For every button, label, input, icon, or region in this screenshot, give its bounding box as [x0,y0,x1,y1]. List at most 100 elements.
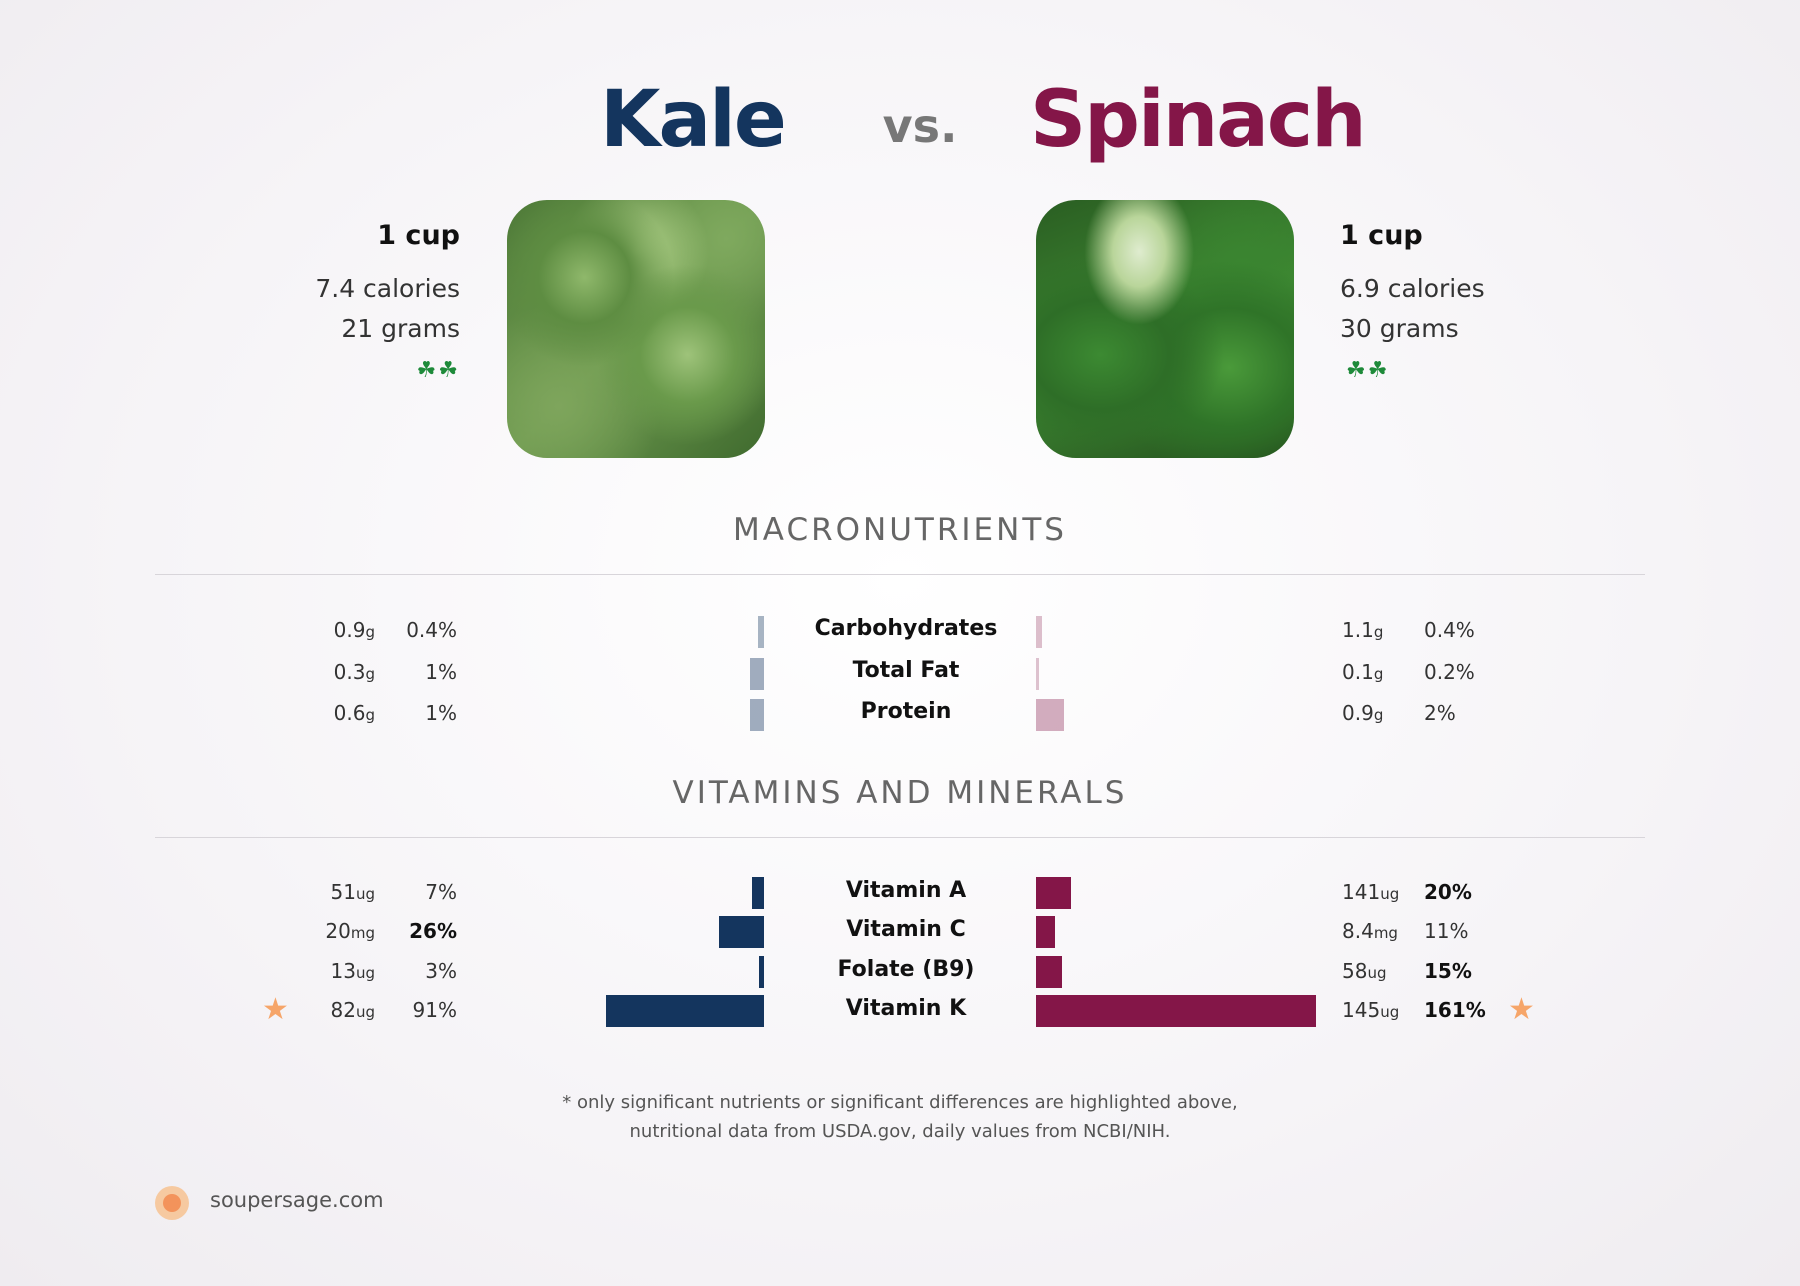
right-amount-unit: g [1373,623,1384,641]
right-amount-value: 145 [1342,998,1381,1022]
left-percent: 0.4% [406,618,457,642]
right-amount: 0.1g [1342,660,1442,684]
soupersage-logo-inner-icon [163,1194,181,1212]
left-percent: 1% [425,701,457,725]
left-amount-value: 0.9 [333,618,366,642]
right-amount: 1.1g [1342,618,1442,642]
left-bar [750,658,764,690]
vitamins-title: VITAMINS AND MINERALS [672,775,1128,811]
left-amount-unit: ug [355,885,375,903]
spinach-photo [1036,200,1294,458]
left-amount-unit: mg [350,924,375,942]
left-amount: 0.9g [290,618,375,642]
right-percent: 2% [1424,701,1456,725]
right-bar [1036,956,1062,988]
right-vegan-leaf-icon: ☘☘ [1346,358,1390,383]
right-amount-value: 0.9 [1342,701,1374,725]
right-amount-unit: ug [1380,1003,1400,1021]
left-grams: 21 grams [341,314,460,343]
left-amount-value: 82 [330,998,356,1022]
left-bar [758,616,764,648]
right-percent: 161% [1424,998,1486,1022]
vs-label: vs. [882,99,958,153]
macronutrients-divider [155,574,1645,575]
macronutrients-title: MACRONUTRIENTS [733,512,1067,548]
right-amount-value: 1.1 [1342,618,1374,642]
right-amount: 145ug [1342,998,1442,1022]
right-food-title: Spinach [1030,75,1367,165]
right-star-icon: ★ [1508,992,1535,1027]
left-amount: 13ug [290,959,375,983]
right-amount-value: 58 [1342,959,1368,983]
right-amount: 8.4mg [1342,919,1442,943]
left-bar [759,956,764,988]
right-percent: 0.2% [1424,660,1475,684]
right-percent: 11% [1424,919,1469,943]
left-percent: 7% [425,880,457,904]
left-amount-value: 13 [330,959,356,983]
left-vegan-leaf-icon: ☘☘ [416,358,460,383]
right-amount-unit: g [1373,665,1384,683]
left-star-icon: ★ [262,992,289,1027]
nutrient-label: Protein [860,699,952,724]
left-food-title: Kale [600,75,787,165]
right-grams: 30 grams [1340,314,1459,343]
left-amount-value: 51 [330,880,356,904]
left-amount-value: 0.6 [333,701,366,725]
right-percent: 20% [1424,880,1472,904]
right-bar [1036,916,1055,948]
right-amount-value: 8.4 [1342,919,1374,943]
left-percent: 3% [425,959,457,983]
left-bar [606,995,764,1027]
right-bar [1036,877,1071,909]
right-amount-value: 0.1 [1342,660,1374,684]
left-amount: 20mg [290,919,375,943]
right-amount-unit: ug [1367,964,1387,982]
site-link[interactable]: soupersage.com [210,1188,384,1212]
right-bar [1036,616,1042,648]
right-percent: 15% [1424,959,1472,983]
right-amount: 0.9g [1342,701,1442,725]
nutrient-label: Vitamin K [845,996,967,1021]
right-percent: 0.4% [1424,618,1475,642]
footnote-line-2: nutritional data from USDA.gov, daily va… [629,1121,1171,1142]
right-amount-value: 141 [1342,880,1381,904]
left-serving: 1 cup [377,220,460,251]
left-amount-unit: g [365,706,375,724]
left-bar [752,877,764,909]
right-bar [1036,699,1064,731]
left-amount: 0.3g [290,660,375,684]
right-bar [1036,995,1316,1027]
nutrient-label: Vitamin A [845,878,967,903]
right-bar [1036,658,1039,690]
left-amount-unit: g [365,665,375,683]
left-calories: 7.4 calories [315,274,460,303]
left-amount: 0.6g [290,701,375,725]
right-amount-unit: mg [1373,924,1398,942]
footnote-line-1: * only significant nutrients or signific… [562,1092,1238,1113]
nutrient-label: Vitamin C [846,917,966,942]
nutrient-label: Total Fat [852,658,960,683]
left-amount-unit: g [365,623,375,641]
left-percent: 1% [425,660,457,684]
left-amount-value: 0.3 [333,660,366,684]
right-amount: 141ug [1342,880,1442,904]
right-amount: 58ug [1342,959,1442,983]
right-amount-unit: ug [1380,885,1400,903]
nutrient-label: Carbohydrates [814,616,998,641]
left-amount: 82ug [290,998,375,1022]
right-serving: 1 cup [1340,220,1423,251]
left-bar [719,916,764,948]
nutrient-label: Folate (B9) [837,957,975,982]
right-calories: 6.9 calories [1340,274,1485,303]
left-percent: 91% [412,998,457,1022]
left-amount-unit: ug [355,1003,375,1021]
vitamins-divider [155,837,1645,838]
right-amount-unit: g [1373,706,1384,724]
left-amount: 51ug [290,880,375,904]
left-bar [750,699,764,731]
left-amount-unit: ug [355,964,375,982]
kale-photo [507,200,765,458]
left-amount-value: 20 [325,919,351,943]
left-percent: 26% [409,919,457,943]
